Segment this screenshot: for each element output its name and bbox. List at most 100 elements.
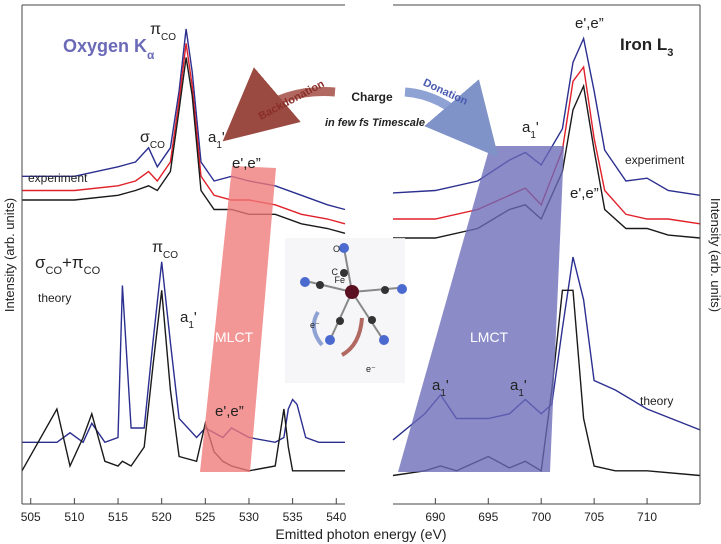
electron-arrow xyxy=(311,310,324,347)
x-tick-label: 710 xyxy=(637,510,657,524)
annotation-part: 1 xyxy=(530,130,536,141)
annotation-part: σ xyxy=(35,253,46,272)
annotation-part: a xyxy=(522,119,531,136)
x-tick-label: 690 xyxy=(425,510,445,524)
x-tick-label: 515 xyxy=(108,510,128,524)
donation-arrow xyxy=(404,79,499,158)
annotation-part: 1 xyxy=(216,140,222,151)
atom-label: O xyxy=(333,244,340,254)
atom-label: Fe xyxy=(334,275,345,285)
timescale-label: in few fs Timescale xyxy=(325,117,425,129)
annotation-part: +π xyxy=(62,253,84,272)
atoms xyxy=(300,243,407,345)
annotation: a1' xyxy=(510,377,527,399)
annotation-part: theory xyxy=(38,291,71,305)
annotation-part: CO xyxy=(161,32,176,43)
annotation-part: a xyxy=(432,377,441,394)
x-tick-label: 505 xyxy=(21,510,41,524)
annotation: a1' xyxy=(208,129,225,151)
annotation-part: π xyxy=(150,21,161,38)
spectrum-line xyxy=(22,261,345,444)
annotation-part: e',e” xyxy=(575,15,604,32)
spectrum-line xyxy=(21,290,345,472)
annotation: σCO xyxy=(140,129,165,151)
annotation: e',e” xyxy=(575,15,604,32)
annotation-part: 1 xyxy=(440,388,446,399)
annotation: a1' xyxy=(180,309,197,331)
annotation-part: experiment xyxy=(28,171,88,185)
annotation: theory xyxy=(38,291,71,305)
annotation-part: LMCT xyxy=(470,329,509,345)
annotation-part: e',e” xyxy=(232,155,261,172)
annotation-part: 1 xyxy=(188,320,194,331)
annotation: theory xyxy=(640,394,673,408)
annotation-part: CO xyxy=(150,140,165,151)
x-tick-label: 540 xyxy=(326,510,346,524)
annotation: experiment xyxy=(625,153,685,167)
annotation-part: π xyxy=(152,239,163,256)
atom-label: C xyxy=(332,267,339,277)
annotation-part: ' xyxy=(536,119,539,136)
x-tick-label: 695 xyxy=(478,510,498,524)
annotation-part: a xyxy=(180,309,189,326)
electron-arrow xyxy=(340,317,364,357)
annotation-part: ' xyxy=(446,377,449,394)
annotation: Oxygen Kα xyxy=(63,36,155,62)
x-axis-title: Emitted photon energy (eV) xyxy=(275,526,446,542)
annotation-part: 1 xyxy=(518,388,524,399)
region-band xyxy=(200,166,276,472)
electron-label: e⁻ xyxy=(366,364,376,374)
molecule-box xyxy=(285,238,405,383)
annotation-part: a xyxy=(510,377,519,394)
annotation-part: theory xyxy=(640,394,673,408)
annotation-part: e',e” xyxy=(570,185,599,202)
x-tick-label: 520 xyxy=(152,510,172,524)
spectrum-line xyxy=(22,28,346,211)
annotation: Iron L3 xyxy=(620,35,673,59)
annotation: σCO+πCO xyxy=(35,253,101,277)
annotation: MLCT xyxy=(215,329,254,345)
annotation-part: CO xyxy=(46,265,63,277)
annotation-part: Oxygen K xyxy=(63,36,147,56)
annotation: e',e” xyxy=(215,403,244,420)
charge-label: Charge xyxy=(351,90,393,104)
annotation-part: 3 xyxy=(667,47,673,59)
annotation: πCO xyxy=(150,21,176,43)
annotation-part: CO xyxy=(163,250,178,261)
annotation: πCO xyxy=(152,239,178,261)
y-axis-title: Intensity (arb. units) xyxy=(2,198,17,312)
annotation: e',e” xyxy=(232,155,261,172)
annotation-part: Iron L xyxy=(620,35,667,54)
annotation-part: α xyxy=(147,48,155,62)
annotation-part: MLCT xyxy=(215,329,254,345)
backdonation-label: Backdonation xyxy=(257,78,327,123)
electron-label: e⁻ xyxy=(310,320,320,330)
backdonation-arrow xyxy=(222,67,336,142)
region-band xyxy=(398,146,564,472)
spectrum-line xyxy=(22,43,346,225)
annotation-part: experiment xyxy=(625,153,685,167)
x-tick-label: 705 xyxy=(584,510,604,524)
x-tick-label: 530 xyxy=(239,510,259,524)
annotation: a1' xyxy=(432,377,449,399)
annotation: a1' xyxy=(522,119,539,141)
x-tick-label: 525 xyxy=(195,510,215,524)
annotation-part: a xyxy=(208,129,217,146)
annotation-part: e',e” xyxy=(215,403,244,420)
bonds xyxy=(309,247,399,341)
x-tick-label: 535 xyxy=(283,510,303,524)
annotation-part: ' xyxy=(194,309,197,326)
annotation-part: σ xyxy=(140,129,150,146)
x-tick-label: 510 xyxy=(64,510,84,524)
annotation-part: ' xyxy=(524,377,527,394)
annotation-part: CO xyxy=(84,265,101,277)
x-tick-label: 700 xyxy=(531,510,551,524)
annotation-part: ' xyxy=(222,129,225,146)
y-axis-title: Intensity (arb. units) xyxy=(708,198,721,312)
spectrum-line xyxy=(22,57,346,234)
annotation: LMCT xyxy=(470,329,509,345)
annotation: e',e” xyxy=(570,185,599,202)
